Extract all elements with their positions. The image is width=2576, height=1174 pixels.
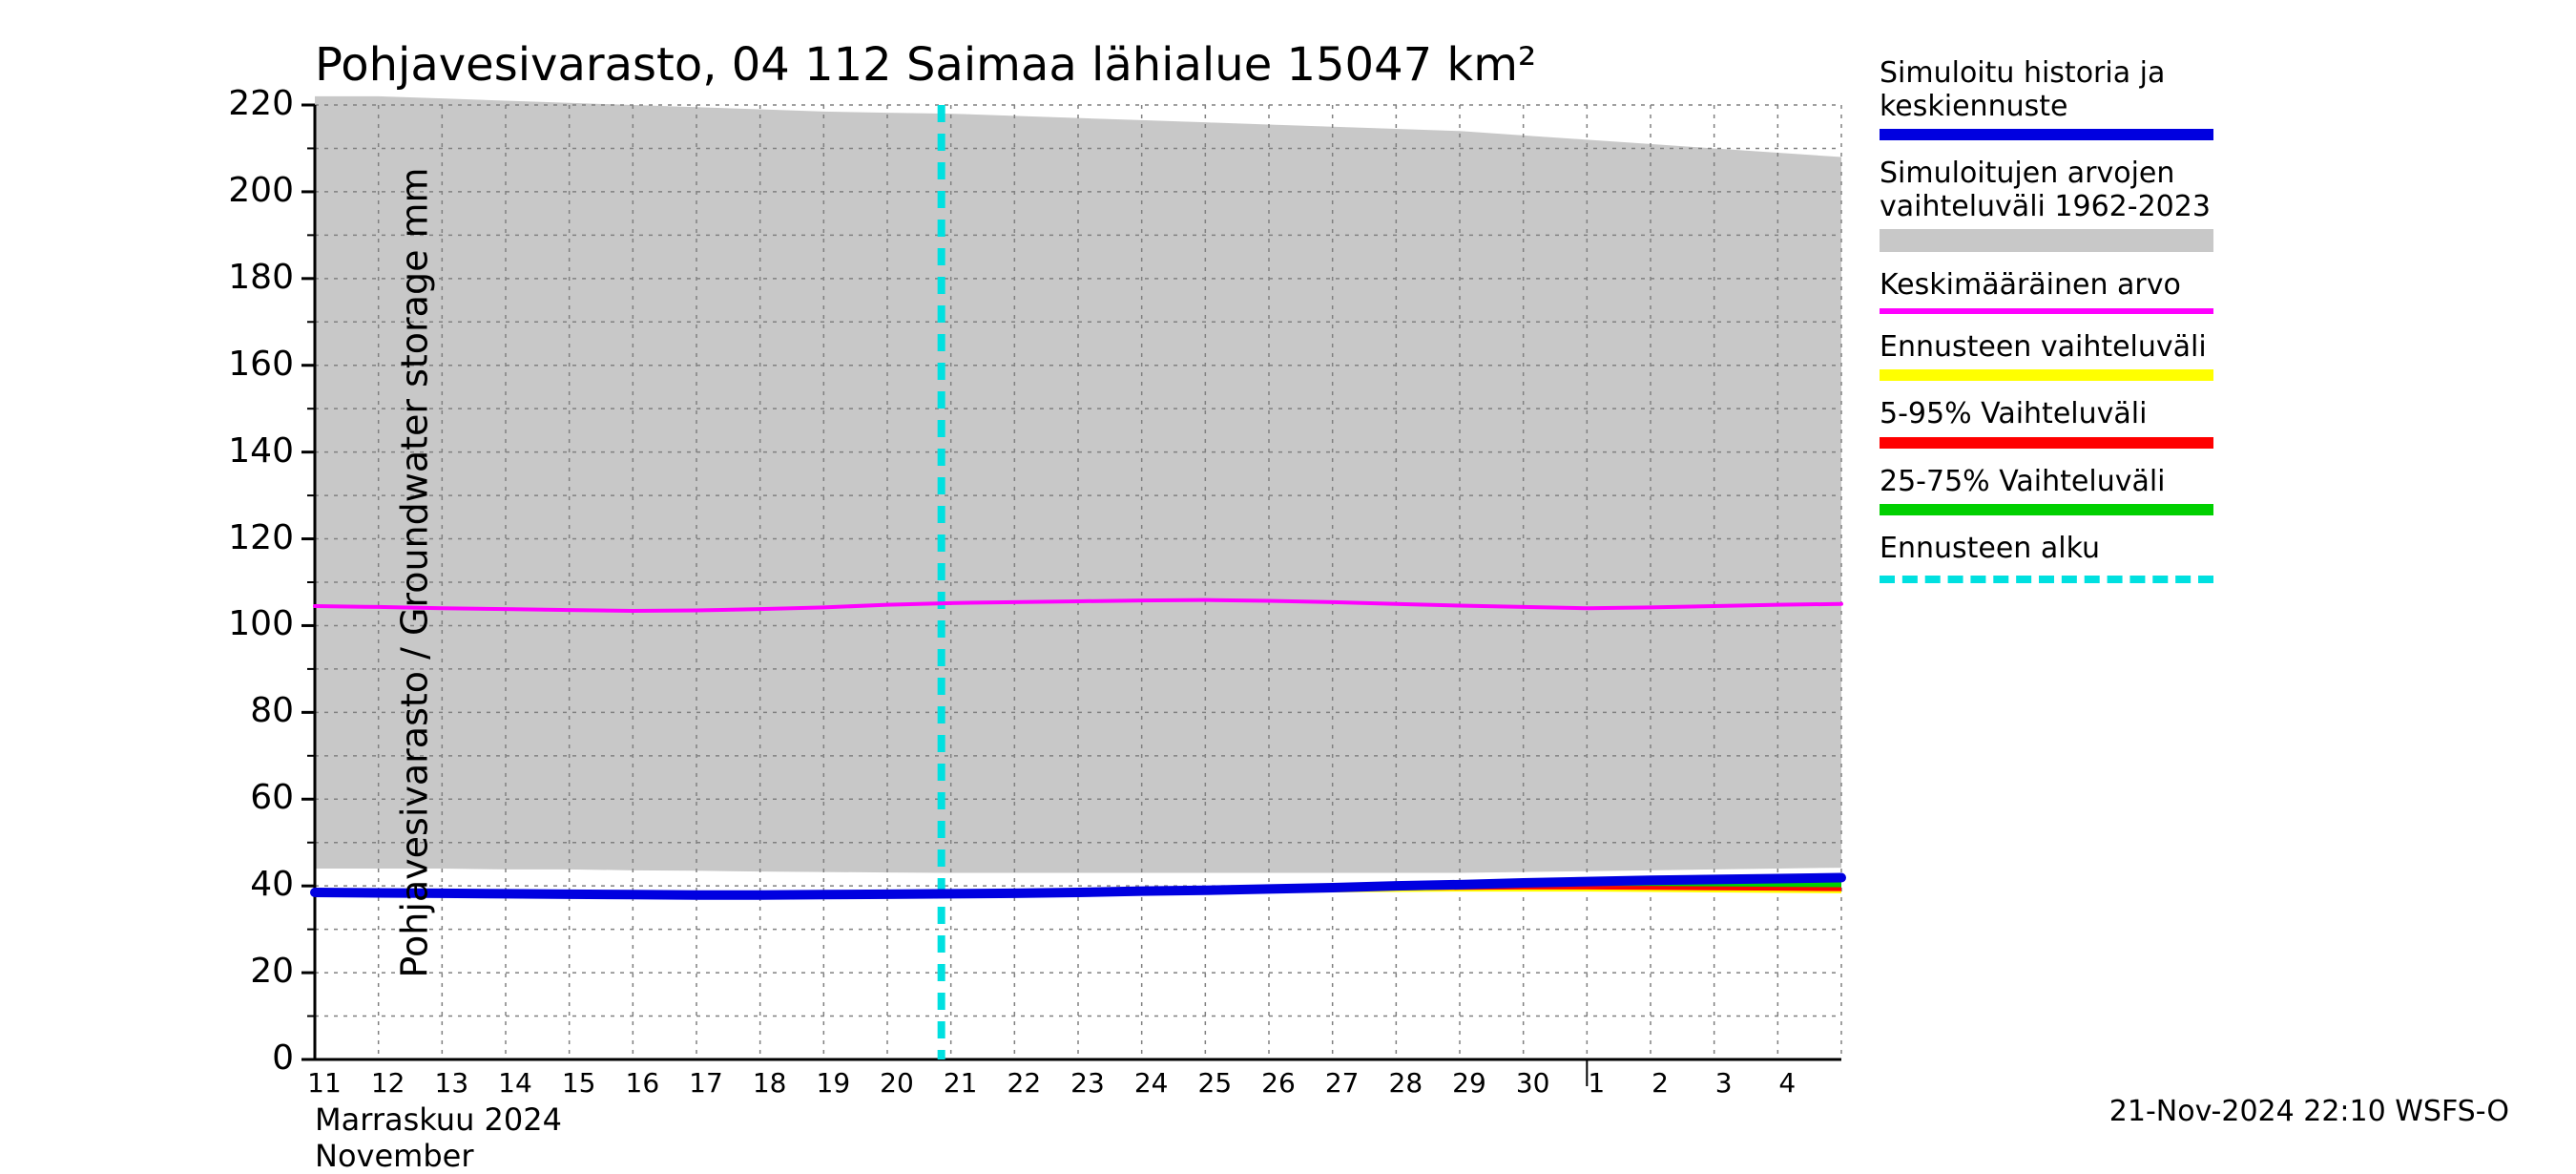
y-tick-label: 40 [208,865,294,904]
y-tick-label: 220 [208,84,294,123]
legend-label: Ennusteen alku [1880,533,2213,566]
legend: Simuloitu historia jakeskiennusteSimuloi… [1880,57,2213,600]
legend-label: vaihteluväli 1962-2023 [1880,191,2213,224]
legend-swatch [1880,229,2213,252]
x-tick-label: 26 [1250,1067,1307,1099]
legend-entry: Ennusteen vaihteluväli [1880,331,2213,382]
y-tick-label: 80 [208,691,294,730]
x-tick-label: 4 [1758,1067,1816,1099]
y-tick-label: 160 [208,345,294,384]
legend-label: keskiennuste [1880,91,2213,124]
x-tick-label: 19 [804,1067,862,1099]
x-tick-label: 27 [1314,1067,1371,1099]
x-tick-label: 12 [360,1067,417,1099]
y-tick-label: 20 [208,952,294,991]
legend-swatch [1880,504,2213,515]
x-tick-label: 21 [932,1067,989,1099]
legend-label: 5-95% Vaihteluväli [1880,398,2213,431]
x-tick-label: 23 [1059,1067,1116,1099]
x-tick-label: 15 [551,1067,608,1099]
legend-entry: Ennusteen alku [1880,533,2213,583]
x-tick-label: 3 [1695,1067,1753,1099]
legend-entry: 25-75% Vaihteluväli [1880,466,2213,516]
y-tick-label: 60 [208,778,294,817]
legend-label: Keskimääräinen arvo [1880,269,2213,303]
x-tick-label: 2 [1631,1067,1689,1099]
x-tick-label: 29 [1441,1067,1498,1099]
legend-swatch [1880,129,2213,140]
y-tick-label: 180 [208,258,294,297]
y-tick-label: 200 [208,171,294,210]
y-tick-label: 120 [208,518,294,557]
x-tick-label: 17 [677,1067,735,1099]
x-tick-label: 1 [1568,1067,1625,1099]
legend-entry: Simuloitu historia jakeskiennuste [1880,57,2213,140]
x-tick-label: 25 [1186,1067,1243,1099]
x-tick-label: 18 [741,1067,799,1099]
x-tick-label: 22 [995,1067,1052,1099]
x-tick-label: 13 [423,1067,480,1099]
legend-entry: Keskimääräinen arvo [1880,269,2213,314]
x-tick-label: 28 [1377,1067,1434,1099]
legend-entry: 5-95% Vaihteluväli [1880,398,2213,449]
x-tick-label: 20 [868,1067,925,1099]
timestamp-label: 21-Nov-2024 22:10 WSFS-O [2109,1095,2509,1128]
legend-label: Simuloitu historia ja [1880,57,2213,91]
x-month-label-1: Marraskuu 2024 [315,1101,562,1138]
x-month-label-2: November [315,1138,473,1174]
y-tick-label: 0 [208,1038,294,1078]
legend-swatch [1880,576,2213,583]
x-tick-label: 16 [613,1067,671,1099]
x-tick-label: 14 [487,1067,544,1099]
y-axis-label: Pohjavesivarasto / Groundwater storage m… [394,167,436,977]
x-tick-label: 30 [1505,1067,1562,1099]
legend-swatch [1880,308,2213,314]
legend-label: Ennusteen vaihteluväli [1880,331,2213,365]
legend-label: Simuloitujen arvojen [1880,157,2213,191]
legend-entry: Simuloitujen arvojenvaihteluväli 1962-20… [1880,157,2213,252]
x-tick-label: 24 [1123,1067,1180,1099]
legend-swatch [1880,369,2213,381]
x-tick-label: 11 [296,1067,353,1099]
chart-container: Pohjavesivarasto / Groundwater storage m… [0,0,2576,1145]
y-tick-label: 100 [208,604,294,643]
y-tick-label: 140 [208,431,294,471]
legend-label: 25-75% Vaihteluväli [1880,466,2213,499]
legend-swatch [1880,437,2213,449]
chart-title: Pohjavesivarasto, 04 112 Saimaa lähialue… [315,38,1536,92]
